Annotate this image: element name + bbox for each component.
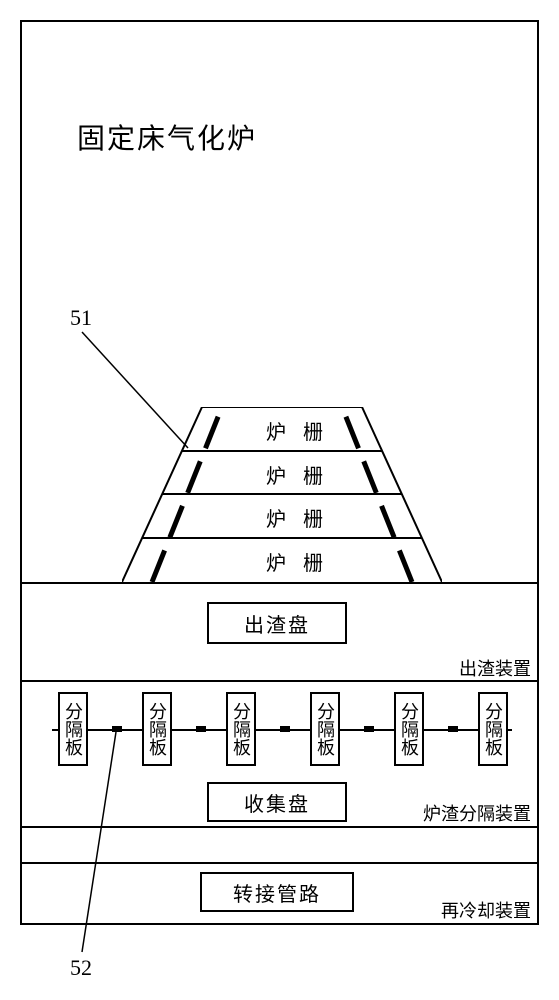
callout-51-label: 51 (70, 305, 92, 331)
divider-line (22, 582, 537, 584)
callout-51-leader (70, 330, 200, 460)
separator-plate-box: 分隔板 (226, 692, 256, 766)
separator-plate-box: 分隔板 (142, 692, 172, 766)
callout-52-label: 52 (70, 955, 92, 981)
separator-joint (280, 726, 290, 732)
grate-row-label: 炉 栅 (266, 416, 329, 445)
separator-plate-box: 分隔板 (310, 692, 340, 766)
separator-joint (364, 726, 374, 732)
separator-plate-box: 分隔板 (394, 692, 424, 766)
separator-joint (196, 726, 206, 732)
grate-row-label: 炉 栅 (266, 547, 329, 576)
grate-row-label: 炉 栅 (266, 460, 329, 489)
slag-out-section-label: 出渣装置 (459, 655, 531, 681)
diagram-title: 固定床气化炉 (77, 117, 257, 157)
recooling-section-label: 再冷却装置 (441, 897, 531, 923)
separator-plate-box: 分隔板 (478, 692, 508, 766)
callout-52-leader (78, 730, 138, 955)
slag-out-tray-box: 出渣盘 (207, 602, 347, 644)
grate-row-label: 炉 栅 (266, 503, 329, 532)
separator-section-label: 炉渣分隔装置 (423, 800, 531, 826)
separator-joint (448, 726, 458, 732)
collect-tray-box: 收集盘 (207, 782, 347, 822)
transfer-pipe-box: 转接管路 (200, 872, 354, 912)
